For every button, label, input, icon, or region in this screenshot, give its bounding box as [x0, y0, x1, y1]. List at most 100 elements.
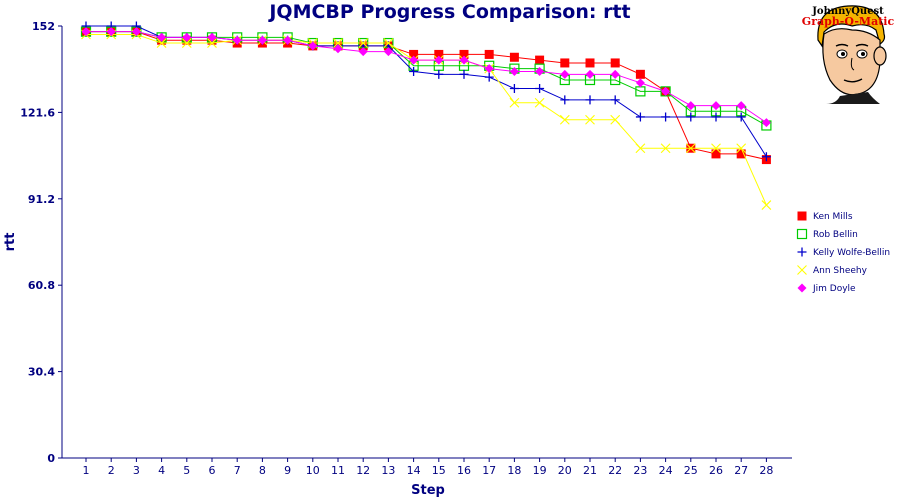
- x-tick-label: 8: [259, 464, 266, 477]
- data-point: [459, 69, 469, 79]
- data-point: [535, 84, 545, 94]
- data-point: [182, 32, 192, 42]
- legend-marker: [797, 265, 807, 275]
- legend-item: Kelly Wolfe-Bellin: [797, 247, 890, 258]
- boy-cartoon-face-icon: JohnnyQuest Graph-O-Matic: [802, 5, 895, 104]
- series-ann-sheehy: [81, 29, 772, 210]
- data-point: [484, 72, 494, 82]
- y-axis-label: rtt: [3, 233, 18, 252]
- x-tick-label: 20: [558, 464, 572, 477]
- logo: JohnnyQuest Graph-O-Matic: [796, 0, 900, 104]
- data-point: [761, 118, 771, 128]
- data-point: [207, 38, 217, 48]
- data-point: [661, 112, 671, 122]
- series-line: [86, 31, 767, 161]
- x-tick-label: 6: [209, 464, 216, 477]
- data-point: [308, 41, 318, 51]
- x-axis-label: Step: [411, 483, 445, 498]
- data-point: [635, 69, 645, 79]
- x-tick-label: 21: [583, 464, 597, 477]
- data-point: [383, 47, 393, 57]
- x-tick-label: 12: [356, 464, 370, 477]
- legend-label: Kelly Wolfe-Bellin: [813, 248, 890, 258]
- y-tick-label: 0: [47, 452, 55, 465]
- chart-title: JQMCBP Progress Comparison: rtt: [269, 1, 631, 23]
- data-point: [157, 32, 167, 42]
- data-point: [156, 38, 167, 48]
- data-point: [459, 49, 469, 59]
- x-tick-label: 3: [133, 464, 140, 477]
- data-point: [257, 35, 267, 45]
- legend-label: Ann Sheehy: [813, 266, 868, 276]
- data-point: [685, 143, 696, 154]
- data-point: [635, 143, 646, 154]
- data-point: [736, 149, 746, 159]
- data-point: [509, 97, 520, 108]
- y-tick-label: 60.8: [28, 279, 55, 292]
- legend-item: Jim Doyle: [797, 283, 856, 294]
- data-point: [81, 27, 91, 37]
- legend-item: Rob Bellin: [796, 228, 858, 240]
- x-tick-label: 9: [284, 464, 291, 477]
- data-point: [207, 32, 217, 42]
- legend-item: Ken Mills: [797, 211, 853, 222]
- data-point: [660, 143, 671, 154]
- data-point: [585, 58, 595, 68]
- data-point: [560, 95, 570, 105]
- data-point: [484, 64, 494, 74]
- x-tick-label: 18: [507, 464, 521, 477]
- data-point: [459, 55, 469, 65]
- data-point: [358, 38, 369, 48]
- legend-item: Ann Sheehy: [797, 265, 868, 276]
- data-point: [711, 143, 721, 154]
- data-point: [761, 152, 771, 162]
- data-point: [560, 58, 570, 68]
- y-tick-label: 30.4: [28, 366, 55, 379]
- data-point: [610, 114, 621, 125]
- data-point: [736, 143, 747, 154]
- data-point: [409, 66, 419, 76]
- x-tick-label: 2: [108, 464, 115, 477]
- x-tick-label: 4: [158, 464, 165, 477]
- data-point: [509, 66, 519, 76]
- legend-label: Rob Bellin: [813, 230, 858, 240]
- logo-line1: JohnnyQuest: [811, 6, 884, 17]
- data-point: [434, 49, 444, 59]
- data-point: [232, 35, 242, 45]
- data-point: [131, 27, 141, 37]
- series-jim-doyle: [81, 27, 771, 128]
- data-point: [409, 49, 419, 59]
- x-tick-label: 22: [608, 464, 622, 477]
- x-tick-label: 23: [633, 464, 647, 477]
- x-tick-label: 25: [684, 464, 698, 477]
- x-tick-label: 10: [306, 464, 320, 477]
- data-point: [610, 58, 620, 68]
- data-point: [434, 55, 444, 65]
- data-point: [736, 101, 746, 111]
- x-tick-label: 5: [183, 464, 190, 477]
- x-tick-label: 26: [709, 464, 723, 477]
- x-tick-label: 28: [759, 464, 773, 477]
- data-point: [283, 35, 293, 45]
- data-point: [409, 55, 419, 65]
- legend-label: Jim Doyle: [812, 284, 856, 294]
- data-point: [509, 84, 519, 94]
- x-tick-label: 1: [83, 464, 90, 477]
- logo-line2: Graph-O-Matic: [802, 15, 895, 28]
- data-point: [535, 55, 545, 65]
- data-point: [484, 49, 494, 59]
- legend-marker: [797, 247, 807, 257]
- series-line: [86, 31, 767, 126]
- data-point: [736, 112, 746, 122]
- data-point: [333, 44, 343, 54]
- data-point: [610, 95, 620, 105]
- x-tick-label: 16: [457, 464, 471, 477]
- x-tick-label: 14: [407, 464, 421, 477]
- legend-marker: [796, 228, 808, 240]
- data-point: [509, 52, 519, 62]
- data-point: [434, 69, 444, 79]
- data-point: [610, 69, 620, 79]
- data-point: [711, 101, 721, 111]
